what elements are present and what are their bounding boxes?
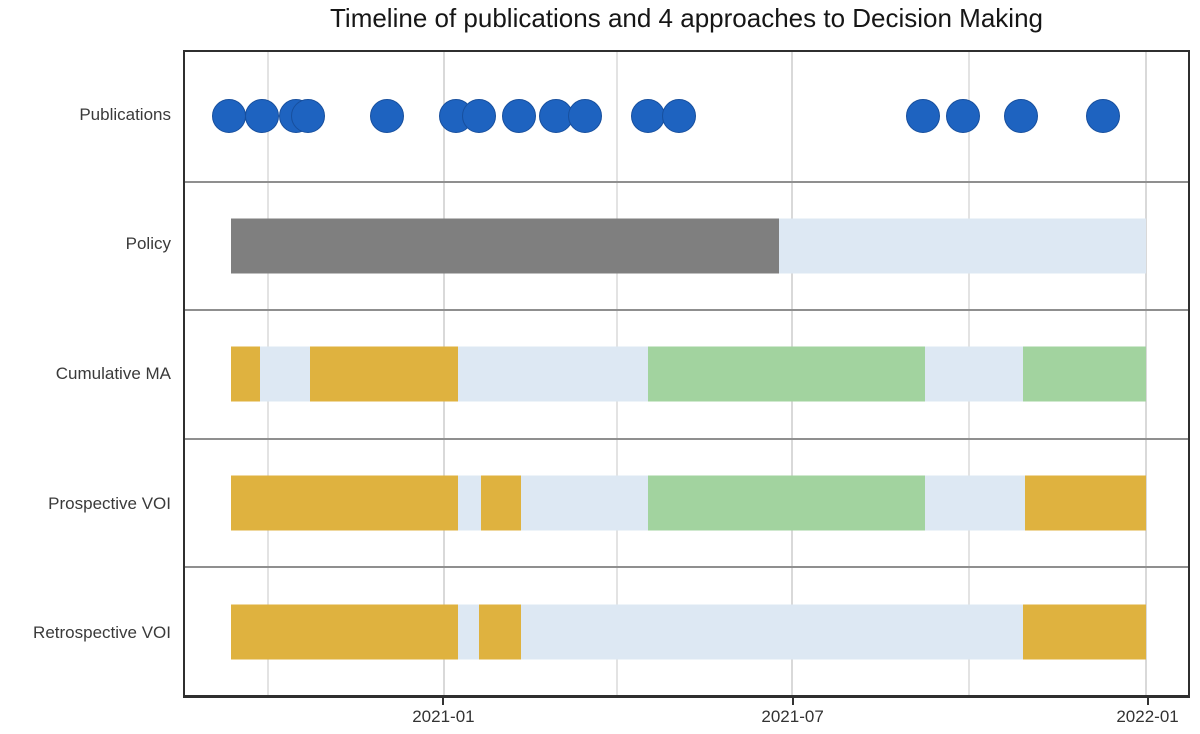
bar-segment-green [1022,346,1146,402]
row-label-cumulative-ma: Cumulative MA [55,363,171,383]
x-axis: 2021-01 2021-07 2022-01 [183,698,1190,734]
row-label-publications: Publications [79,104,171,124]
row-label-policy: Policy [125,234,171,254]
bar-segment-light_blue [259,346,310,402]
publication-dot [1086,99,1121,134]
publication-dot [290,99,325,134]
row-label-prospective-voi: Prospective VOI [48,493,171,513]
panel-cumulative-ma [185,309,1188,438]
bar-segment-grey [231,218,779,274]
bar-segment-gold [309,346,458,402]
publication-dot [631,99,666,134]
panel-retrospective-voi [185,566,1188,695]
axis-tick [791,698,794,705]
publication-dot [461,99,496,134]
bar-segment-gold [1022,604,1146,660]
panel-policy [185,180,1188,310]
plot-area [183,50,1190,698]
chart-title: Timeline of publications and 4 approache… [330,3,1043,33]
bar-segment-light_blue [521,604,1023,660]
axis-tick-label: 2021-07 [761,707,824,726]
bar-segment-light_blue [457,346,649,402]
bar-segment-light_blue [924,346,1023,402]
axis-tick-label: 2022-01 [1116,707,1179,726]
row-label-retrospective-voi: Retrospective VOI [33,623,171,643]
publication-dot [567,99,602,134]
bar-segment-light_blue [924,475,1025,531]
publication-dot [661,99,696,134]
bar-segment-light_blue [457,604,479,660]
bar-segment-gold [1024,475,1146,531]
bar-segment-light_blue [457,475,481,531]
panel-prospective-voi [185,437,1188,567]
publication-dot [502,99,537,134]
publication-dot [1003,99,1038,134]
axis-tick-label: 2021-01 [412,707,475,726]
bar-segment-gold [231,346,260,402]
bar-segment-gold [231,604,458,660]
major-gridline [1144,52,1147,695]
publication-dot [538,99,573,134]
bar-segment-green [648,475,925,531]
bar-segment-gold [480,475,522,531]
publication-dot [212,99,247,134]
publication-dot [905,99,940,134]
bar-segment-gold [231,475,458,531]
bar-segment-light_blue [778,218,1146,274]
bar-segment-green [648,346,925,402]
bar-segment-gold [478,604,522,660]
row-labels-column: Publications Policy Cumulative MA Prospecti… [0,50,171,698]
bar-segment-light_blue [521,475,649,531]
panel-publications [185,52,1188,181]
axis-tick [442,698,445,705]
publication-dot [369,99,404,134]
axis-tick [1146,698,1149,705]
publication-dot [946,99,981,134]
publication-dot [244,99,279,134]
